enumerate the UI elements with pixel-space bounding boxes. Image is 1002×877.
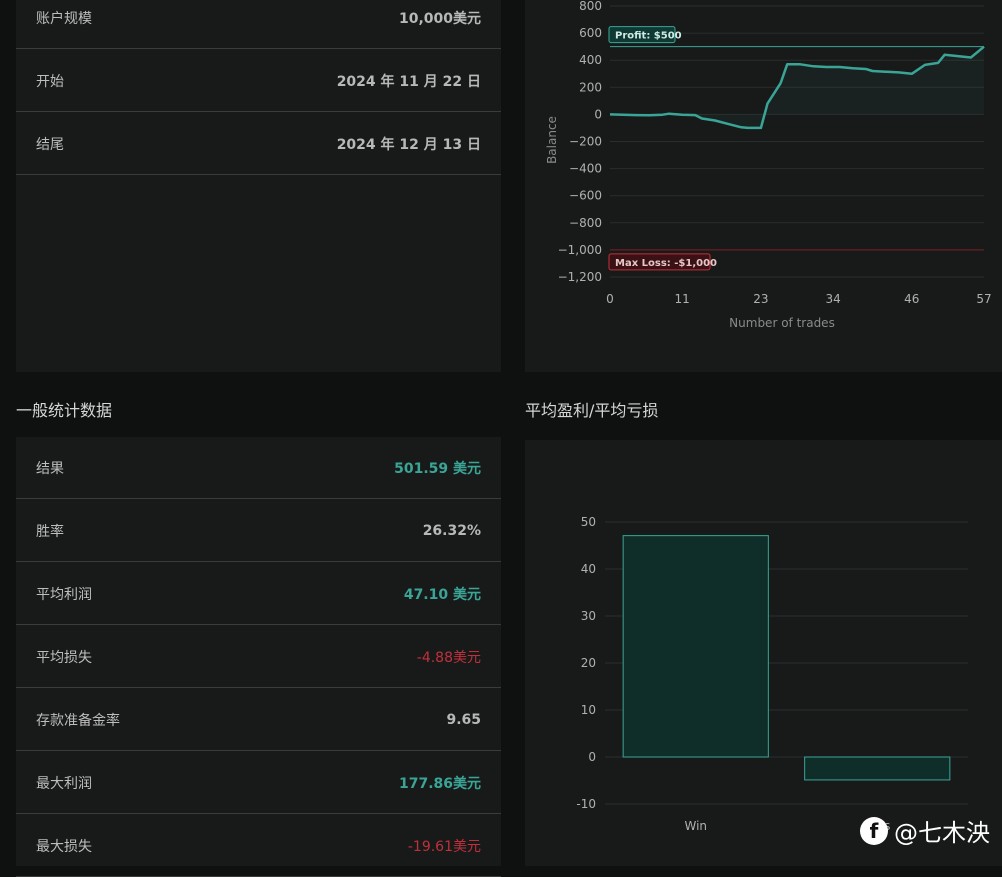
y-axis-label: Balance bbox=[545, 116, 559, 164]
y-tick-label: 10 bbox=[581, 703, 596, 717]
x-tick-label: Win bbox=[684, 819, 707, 833]
y-tick-label: −200 bbox=[569, 135, 602, 149]
stat-row: 平均利润 47.10 美元 bbox=[16, 563, 501, 625]
stat-row: 胜率 26.32% bbox=[16, 500, 501, 562]
bar-loss bbox=[804, 756, 951, 781]
stat-row: 平均损失 -4.88美元 bbox=[16, 626, 501, 688]
stat-value: 26.32% bbox=[422, 522, 481, 539]
y-tick-label: 800 bbox=[579, 0, 602, 13]
y-tick-label: −400 bbox=[569, 162, 602, 176]
row-label: 账户规模 bbox=[36, 10, 92, 27]
row-value: 2024 年 11 月 22 日 bbox=[336, 73, 481, 90]
x-tick-label: 23 bbox=[753, 292, 768, 306]
stat-label: 平均损失 bbox=[36, 649, 92, 666]
stat-value: 501.59 美元 bbox=[394, 460, 481, 477]
stat-label: 存款准备金率 bbox=[36, 712, 120, 729]
stat-row: 结果 501.59 美元 bbox=[16, 437, 501, 499]
end-date-row: 结尾 2024 年 12 月 13 日 bbox=[16, 113, 501, 175]
y-tick-label: −1,200 bbox=[558, 270, 602, 284]
general-stats-title: 一般统计数据 bbox=[16, 401, 113, 420]
stat-row: 最大利润 177.86美元 bbox=[16, 752, 501, 814]
avg-win-loss-title: 平均盈利/平均亏损 bbox=[525, 401, 659, 420]
y-tick-label: −600 bbox=[569, 189, 602, 203]
account-info-panel: 账户规模 10,000美元 开始 2024 年 11 月 22 日 结尾 202… bbox=[16, 0, 501, 372]
stat-value: -19.61美元 bbox=[407, 838, 481, 855]
row-label: 结尾 bbox=[36, 136, 64, 153]
watermark: f @七木泱 bbox=[860, 813, 990, 848]
stat-value: 47.10 美元 bbox=[403, 586, 481, 603]
balance-line bbox=[609, 45, 985, 130]
balance-area bbox=[610, 46, 984, 128]
y-tick-label: 200 bbox=[579, 80, 602, 94]
facebook-icon: f bbox=[860, 816, 888, 845]
max-loss-badge-box bbox=[608, 253, 711, 271]
x-axis-label: Number of trades bbox=[729, 316, 835, 330]
balance-chart-panel: 800 600 400 200 0 −200 −400 −600 −800 −1,000 −1,20… bbox=[525, 0, 1002, 372]
x-tick-label: 11 bbox=[675, 292, 690, 306]
stat-row: 最大损失 -19.61美元 bbox=[16, 815, 501, 877]
y-tick-label: 400 bbox=[579, 53, 602, 67]
stat-label: 胜率 bbox=[36, 523, 64, 540]
y-tick-label: −800 bbox=[569, 216, 602, 230]
x-tick-label: 46 bbox=[904, 292, 919, 306]
general-stats-panel: 结果 501.59 美元胜率 26.32% 平均利润 47.10 美元平均损失 -4.88… bbox=[16, 437, 501, 877]
x-tick-label: 0 bbox=[606, 292, 614, 306]
y-tick-label: 30 bbox=[581, 609, 596, 623]
max-loss-badge: Max Loss: -$1,000 bbox=[608, 253, 717, 271]
y-tick-label: 50 bbox=[581, 515, 596, 529]
stat-label: 最大利润 bbox=[36, 775, 92, 792]
y-tick-label: 0 bbox=[594, 107, 602, 121]
stat-value: 177.86美元 bbox=[398, 775, 481, 792]
balance-chart: 800 600 400 200 0 −200 −400 −600 −800 −1,000 −1,20… bbox=[545, 0, 992, 330]
y-tick-label: 0 bbox=[588, 750, 596, 764]
stat-label: 平均利润 bbox=[36, 586, 92, 603]
y-tick-label: 600 bbox=[579, 26, 602, 40]
x-tick-label: 57 bbox=[976, 292, 991, 306]
account-size-row: 账户规模 10,000美元 bbox=[16, 0, 501, 49]
start-date-row: 开始 2024 年 11 月 22 日 bbox=[16, 50, 501, 112]
y-tick-label: -10 bbox=[576, 797, 596, 811]
profit-badge: Profit: $500 bbox=[608, 26, 682, 44]
stat-label: 最大损失 bbox=[36, 838, 92, 855]
stat-value: 9.65 bbox=[446, 711, 481, 728]
row-value: 2024 年 12 月 13 日 bbox=[336, 136, 481, 153]
y-tick-label: 20 bbox=[581, 656, 596, 670]
stat-row: 存款准备金率 9.65 bbox=[16, 689, 501, 751]
max-loss-badge-label: Max Loss: -$1,000 bbox=[615, 258, 717, 269]
x-tick-label: 34 bbox=[825, 292, 840, 306]
y-tick-label: −1,000 bbox=[558, 243, 602, 257]
stat-value: -4.88美元 bbox=[416, 649, 481, 666]
row-label: 开始 bbox=[36, 73, 64, 90]
profit-badge-label: Profit: $500 bbox=[615, 31, 682, 42]
profit-badge-box bbox=[608, 26, 676, 44]
stat-label: 结果 bbox=[36, 460, 64, 477]
y-tick-label: 40 bbox=[581, 562, 596, 576]
watermark-text: @七木泱 bbox=[894, 819, 990, 847]
bar-win bbox=[622, 535, 769, 758]
row-value: 10,000美元 bbox=[398, 10, 481, 27]
